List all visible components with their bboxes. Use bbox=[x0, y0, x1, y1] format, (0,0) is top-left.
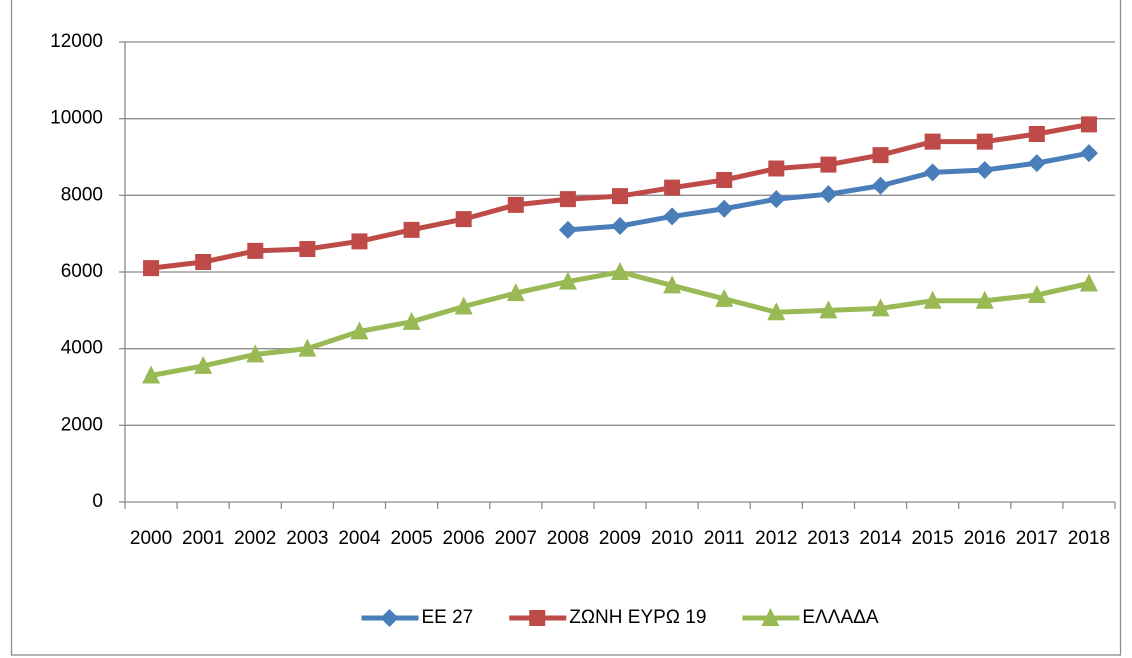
data-point bbox=[506, 283, 525, 302]
data-point bbox=[715, 199, 734, 218]
data-point bbox=[923, 290, 942, 309]
data-point bbox=[716, 172, 733, 188]
data-point bbox=[298, 338, 317, 357]
data-point bbox=[1028, 126, 1045, 142]
data-point bbox=[715, 288, 734, 307]
data-point bbox=[299, 241, 316, 257]
y-tick-label: 12000 bbox=[50, 31, 103, 52]
x-tick-label: 2005 bbox=[390, 528, 432, 549]
data-point bbox=[351, 233, 368, 250]
data-point bbox=[246, 344, 265, 363]
legend: ΕΕ 27 ΖΩΝΗ ΕΥΡΩ 19 ΕΛΛΑΔΑ bbox=[361, 607, 879, 628]
x-tick-label: 2015 bbox=[911, 528, 953, 549]
series-line bbox=[150, 269, 1090, 378]
x-tick-label: 2018 bbox=[1068, 528, 1110, 549]
data-point bbox=[975, 161, 994, 180]
x-tick-label: 2012 bbox=[755, 528, 797, 549]
legend-label: ΕΕ 27 bbox=[421, 607, 473, 628]
x-tick-label: 2016 bbox=[964, 528, 1006, 549]
data-point bbox=[872, 147, 889, 164]
data-point bbox=[611, 217, 629, 235]
legend-marker bbox=[529, 610, 546, 626]
data-point bbox=[1027, 154, 1046, 173]
data-point bbox=[611, 262, 629, 280]
data-point bbox=[976, 133, 993, 150]
x-tick-label: 2009 bbox=[599, 528, 641, 549]
data-point bbox=[507, 196, 524, 213]
x-tick-label: 2003 bbox=[286, 528, 328, 549]
data-point bbox=[612, 188, 628, 205]
data-point bbox=[558, 271, 577, 290]
data-point bbox=[871, 176, 890, 195]
data-point bbox=[1079, 144, 1098, 163]
x-tick-label: 2010 bbox=[651, 528, 693, 549]
y-tick-label: 10000 bbox=[50, 108, 103, 129]
data-point bbox=[143, 260, 160, 277]
data-point bbox=[402, 311, 421, 330]
y-tick-label: 2000 bbox=[61, 414, 103, 435]
data-point bbox=[194, 355, 213, 374]
data-point bbox=[455, 211, 472, 228]
data-point bbox=[924, 133, 941, 150]
x-tick-label: 2008 bbox=[547, 528, 589, 549]
chart-frame bbox=[10, 0, 1122, 656]
data-point bbox=[975, 290, 994, 309]
x-tick-label: 2017 bbox=[1016, 528, 1058, 549]
data-point bbox=[767, 302, 786, 321]
legend-label: ΖΩΝΗ ΕΥΡΩ 19 bbox=[569, 607, 706, 628]
x-tick-label: 2006 bbox=[443, 528, 485, 549]
legend-label: ΕΛΛΑΔΑ bbox=[802, 607, 878, 628]
x-tick-label: 2004 bbox=[338, 528, 381, 549]
x-tick-label: 2002 bbox=[234, 528, 276, 549]
data-point bbox=[403, 221, 420, 238]
data-point bbox=[142, 365, 161, 384]
y-tick-label: 0 bbox=[92, 491, 103, 512]
data-point bbox=[1079, 273, 1098, 292]
data-point bbox=[558, 220, 577, 239]
data-point bbox=[923, 163, 942, 182]
y-tick-label: 6000 bbox=[61, 261, 103, 282]
data-point bbox=[663, 207, 682, 226]
data-point bbox=[350, 321, 369, 340]
data-point bbox=[1027, 285, 1046, 303]
x-tick-label: 2011 bbox=[704, 528, 745, 549]
x-tick-label: 2001 bbox=[182, 528, 224, 549]
data-point bbox=[871, 298, 890, 317]
x-tick-label: 2014 bbox=[859, 528, 902, 549]
data-point bbox=[247, 242, 264, 259]
y-tick-label: 8000 bbox=[61, 184, 103, 205]
data-point bbox=[663, 275, 682, 294]
legend-marker bbox=[761, 608, 780, 626]
data-point bbox=[559, 191, 576, 208]
data-point bbox=[768, 160, 785, 177]
data-point bbox=[767, 190, 786, 209]
data-point bbox=[819, 300, 838, 319]
x-tick-label: 2000 bbox=[130, 528, 172, 549]
data-point bbox=[819, 185, 838, 204]
x-tick-label: 2007 bbox=[495, 528, 537, 549]
legend-marker bbox=[380, 609, 399, 627]
data-point bbox=[454, 296, 473, 315]
data-point bbox=[820, 156, 837, 173]
data-point bbox=[664, 179, 681, 196]
x-tick-label: 2013 bbox=[807, 528, 849, 549]
data-point bbox=[195, 254, 212, 271]
data-point bbox=[1080, 116, 1097, 133]
y-tick-label: 4000 bbox=[61, 338, 103, 359]
